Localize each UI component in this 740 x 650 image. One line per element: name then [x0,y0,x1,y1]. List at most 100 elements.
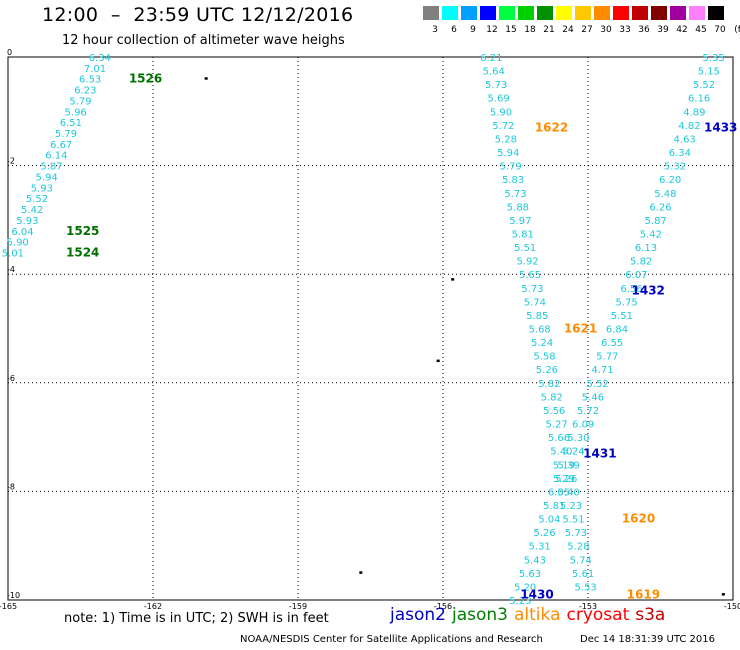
swh-value-label: 5.79 [55,129,77,140]
swh-value-label: 5.82 [538,379,560,390]
swh-value-label: 5.56 [543,406,565,417]
scale-swatch [480,6,496,20]
swh-value-label: 5.90 [7,238,29,249]
swh-value-label: 5.87 [40,162,62,173]
swh-value-label: 5.68 [529,325,551,336]
swh-value-label: 6.51 [60,118,82,129]
y-tick-label: -2 [7,157,15,166]
swh-value-label: 6.67 [50,140,72,151]
map-frame [7,56,734,601]
scale-swatch [670,6,686,20]
scale-label: 70 [714,25,726,35]
swh-value-label: 5.83 [502,175,524,186]
pass-id-label: 1621 [564,322,597,336]
swh-value-label: 6.05 [548,487,570,498]
x-tick-label: -150 [724,602,740,610]
legend-jason2: jason2 [390,605,446,625]
scale-label: 18 [524,25,536,35]
swh-value-label: 5.48 [654,189,676,200]
island-dot [359,571,363,574]
scale-swatch [518,6,534,20]
swh-value-label: 5.66 [548,433,570,444]
scale-label: 21 [543,25,555,35]
swh-value-label: 5.81 [512,229,534,240]
scale-swatch [575,6,591,20]
swh-value-label: 5.79 [500,162,522,173]
swh-value-label: 5.73 [521,284,543,295]
scale-swatch [594,6,610,20]
swh-value-label: 5.52 [26,194,48,205]
scale-unit: (ft) [734,25,740,35]
swh-value-label: 5.51 [562,515,584,526]
swh-value-label: 5.51 [611,311,633,322]
swh-value-label: 5.04 [538,515,560,526]
scale-label: 24 [562,25,574,35]
swh-value-label: 6.53 [79,75,101,86]
swh-value-label: 4.82 [678,121,700,132]
swh-value-label: 5.29 [553,474,575,485]
swh-value-label: 5.73 [565,528,587,539]
swh-value-label: 5.46 [582,392,604,403]
credit-text: NOAA/NESDIS Center for Satellite Applica… [240,634,543,645]
scale-swatch [708,6,724,20]
scale-label: 42 [676,25,688,35]
swh-value-label: 5.26 [536,365,558,376]
scale-label: 6 [451,25,457,35]
swh-value-label: 6.09 [572,420,594,431]
scale-swatch [499,6,515,20]
pass-id-label: 1432 [632,283,665,297]
island-dot [436,359,440,363]
swh-value-label: 5.28 [567,542,589,553]
swh-value-label: 7.01 [84,64,106,75]
swh-value-label: 5.63 [519,569,541,580]
swh-value-label: 4.89 [683,107,705,118]
y-tick-label: 0 [7,48,12,57]
swh-value-label: 5.74 [570,555,592,566]
pass-id-label: 1524 [66,245,99,259]
scale-swatch [461,6,477,20]
swh-value-label: 5.53 [574,582,596,593]
swh-value-label: 5.35 [703,53,725,64]
pass-id-label: 1622 [535,121,568,135]
y-tick-label: -6 [7,374,15,383]
y-tick-label: -4 [7,265,15,274]
swh-value-label: 5.26 [555,474,577,485]
swh-value-label: 6.16 [688,94,710,105]
footer-note: note: 1) Time is in UTC; 2) SWH is in fe… [64,611,329,626]
scale-label: 3 [432,25,438,35]
swh-value-label: 5.23 [560,501,582,512]
swh-value-label: 5.26 [533,528,555,539]
wave-height-map: -165 -162 -159 -156 -153 -150 0 -2 -4 -6 -8 -10 6.34… [0,48,740,610]
scale-swatch [556,6,572,20]
swh-value-label: 5.72 [577,406,599,417]
pass-id-label: 1525 [66,224,99,238]
swh-value-label: 6.07 [625,270,647,281]
swh-value-label: 5.82 [541,392,563,403]
swh-value-label: 6.84 [606,325,628,336]
scale-swatch [632,6,648,20]
scale-swatch [442,6,458,20]
y-tick-label: -8 [7,482,15,491]
swh-value-label: 5.75 [616,297,638,308]
swh-value-label: 5.81 [543,501,565,512]
pass-id-label: 1620 [622,512,655,526]
swh-value-label: 5.23 [509,596,531,607]
swh-value-label: 5.28 [495,134,517,145]
swh-value-label: 5.24 [531,338,553,349]
scale-label: 39 [657,25,669,35]
swh-value-label: 5.42 [21,205,43,216]
swh-value-label: 5.85 [526,311,548,322]
swh-value-label: 5.93 [16,216,38,227]
swh-value-label: 5.40 [550,447,572,458]
legend-altika: altika [514,605,561,625]
swh-value-label: 5.24 [562,447,584,458]
swh-value-label: 5.31 [529,542,551,553]
scale-label: 27 [581,25,593,35]
swh-value-label: 6.26 [649,202,671,213]
swh-value-label: 5.30 [567,433,589,444]
swh-value-label: 4.63 [674,134,696,145]
legend-jason3: jason3 [452,605,508,625]
map-title: 12:00 – 23:59 UTC 12/12/2016 [42,4,354,26]
pass-id-label: 1619 [627,588,660,602]
pass-id-label: 1433 [704,121,737,135]
